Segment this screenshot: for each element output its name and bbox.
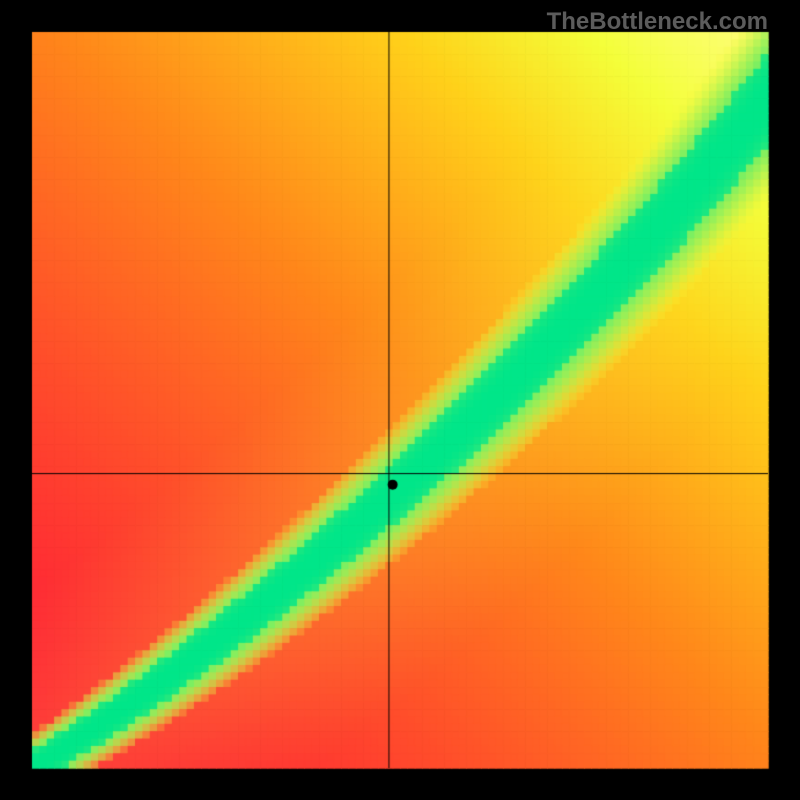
bottleneck-heatmap: [0, 0, 800, 800]
chart-container: TheBottleneck.com: [0, 0, 800, 800]
